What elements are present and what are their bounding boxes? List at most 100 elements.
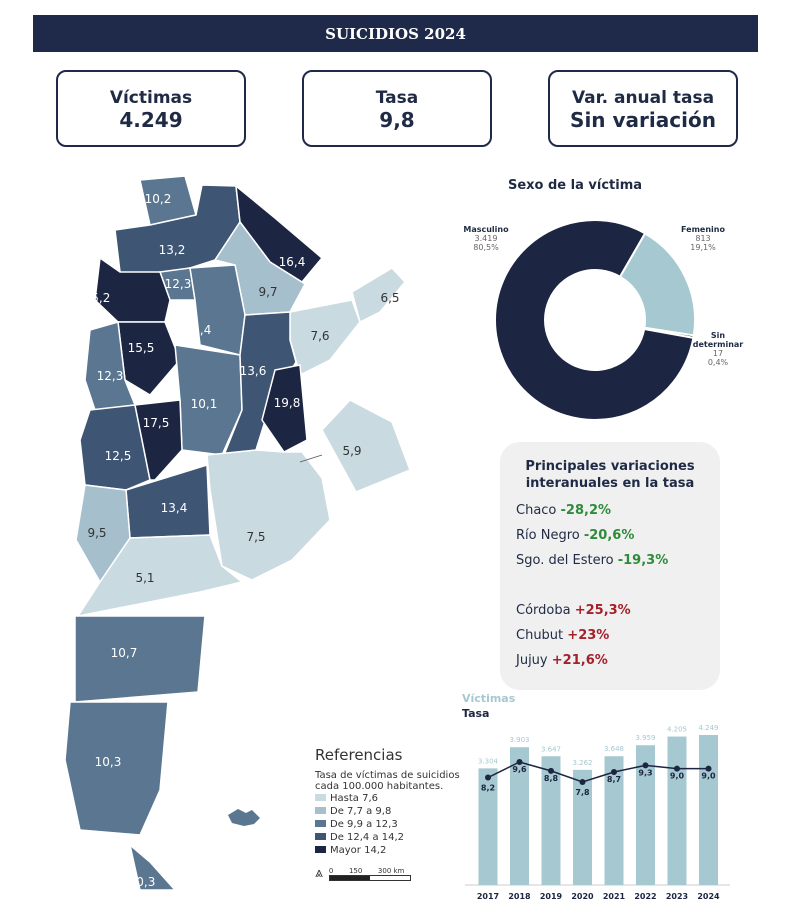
province-name: Córdoba <box>516 603 571 618</box>
x-tick-label: 2023 <box>666 892 688 901</box>
bar-victimas <box>636 745 655 885</box>
province-rate-label: 7,5 <box>246 530 265 544</box>
page-title: SUICIDIOS 2024 <box>33 15 758 52</box>
scale-bar: ⩓ 0 150 300 km <box>315 865 460 881</box>
province-rate-label: 12,5 <box>105 449 132 463</box>
legend-swatch <box>315 820 326 827</box>
kpi-label: Tasa <box>375 87 419 108</box>
province-name: Río Negro <box>516 528 580 543</box>
province-name: Sgo. del Estero <box>516 553 614 568</box>
donut-count: 3.419 <box>475 234 498 243</box>
legend-item: Hasta 7,6 <box>315 792 460 805</box>
province-rate-label: 10,3 <box>95 755 122 769</box>
donut-title: Sexo de la víctima <box>508 178 642 193</box>
variations-title: interanuales en la tasa <box>525 476 695 491</box>
scale-label: 150 <box>348 867 363 875</box>
province-rate-label: 9,7 <box>258 285 277 299</box>
donut-label: Masculino <box>463 225 509 234</box>
scale-label: 300 km <box>377 867 405 875</box>
legend-label: De 7,7 a 9,8 <box>330 806 392 817</box>
kpi-label: Víctimas <box>109 87 193 108</box>
islas-malvinas <box>228 809 260 826</box>
variations-panel: Principales variaciones interanuales en l… <box>500 442 720 690</box>
variation-row: Sgo. del Estero -19,3% <box>516 548 720 573</box>
province-entre-ríos <box>261 364 308 453</box>
donut-label: Sin <box>711 331 726 340</box>
kpi-tasa: Tasa 9,8 <box>302 70 492 147</box>
variation-value: -28,2% <box>560 503 612 518</box>
line-label: 7,8 <box>575 788 590 797</box>
kpi-label: Var. anual tasa <box>571 87 715 108</box>
donut-count: 17 <box>713 349 723 358</box>
donut-pct: 0,4% <box>708 358 729 367</box>
line-label: 8,7 <box>607 775 621 784</box>
scale-label: 0 <box>328 867 334 875</box>
series-name-victimas: Víctimas <box>462 692 516 705</box>
province-rate-label: 10,2 <box>145 192 172 206</box>
province-santa-fe <box>222 311 297 456</box>
x-tick-label: 2017 <box>477 892 499 901</box>
province-rate-label: 10,1 <box>191 397 218 411</box>
province-map: 10,2 13,2 16,4 9,7 12,3 15,2 11,4 6,5 7,6 15,5 12,… <box>64 175 411 891</box>
province-rate-label: 15,5 <box>128 341 155 355</box>
legend-item: De 9,9 a 12,3 <box>315 818 460 831</box>
inset-connector <box>299 454 323 463</box>
kpi-variacion: Var. anual tasa Sin variación <box>548 70 738 147</box>
province-rate-label: 10,3 <box>129 875 156 889</box>
donut-count: 813 <box>695 234 710 243</box>
province-rate-label: 6,5 <box>380 291 399 305</box>
province-rate-label: 12,3 <box>165 277 192 291</box>
province-santiago-del-estero <box>189 264 246 356</box>
north-arrow-icon: ⩓ <box>315 865 323 881</box>
province-santa-cruz <box>64 701 169 836</box>
bar-label: 3.304 <box>478 757 499 765</box>
variation-value: -20,6% <box>583 528 635 543</box>
line-point <box>705 765 712 772</box>
bar-label: 3.262 <box>572 759 592 767</box>
map-legend: Referencias Tasa de víctimas de suicidio… <box>315 746 460 881</box>
variation-row: Córdoba +25,3% <box>516 598 720 623</box>
variations-title: Principales variaciones <box>525 459 695 474</box>
province-tierra-del-fuego <box>128 842 177 891</box>
bar-victimas <box>573 769 592 885</box>
kpi-value: 4.249 <box>119 107 183 132</box>
donut-label: determinar <box>693 340 744 349</box>
line-tasa <box>487 761 709 783</box>
kpi-value: 9,8 <box>379 107 415 132</box>
line-point <box>611 768 617 775</box>
legend-swatch <box>315 846 326 853</box>
line-point <box>485 774 491 781</box>
bar-label: 3.648 <box>604 745 624 753</box>
bar-label: 3.959 <box>635 734 655 742</box>
variation-value: -19,3% <box>617 553 669 568</box>
variation-row: Jujuy +21,6% <box>516 648 720 673</box>
kpi-value: Sin variación <box>570 107 716 132</box>
province-rate-label: 19,8 <box>274 396 301 410</box>
variation-row: Chaco -28,2% <box>516 498 720 523</box>
bar-victimas <box>541 756 561 885</box>
legend-swatch <box>315 807 326 814</box>
line-point <box>674 765 680 772</box>
province-rate-label: 5,1 <box>135 571 154 585</box>
line-point <box>579 778 586 785</box>
line-label: 9,0 <box>701 772 716 781</box>
variation-row: Chubut +23% <box>516 623 720 648</box>
province-rate-label: 12,3 <box>97 369 124 383</box>
province-caba <box>321 399 411 493</box>
province-san-luis <box>134 399 183 481</box>
line-label: 8,8 <box>544 774 559 783</box>
line-label: 9,3 <box>638 768 652 777</box>
donut-pct: 19,1% <box>690 243 716 252</box>
bar-label: 3.647 <box>541 745 561 753</box>
variation-value: +21,6% <box>551 653 608 668</box>
legend-subtitle: Tasa de víctimas de suicidios <box>315 770 460 781</box>
bar-victimas <box>478 768 498 885</box>
legend-swatch <box>315 794 326 801</box>
bar-victimas <box>604 756 624 885</box>
legend-swatch <box>315 833 326 840</box>
province-rate-label: 13,2 <box>159 243 186 257</box>
legend-label: Hasta 7,6 <box>330 793 378 804</box>
line-point <box>642 762 649 769</box>
province-rate-label: 13,6 <box>240 364 267 378</box>
